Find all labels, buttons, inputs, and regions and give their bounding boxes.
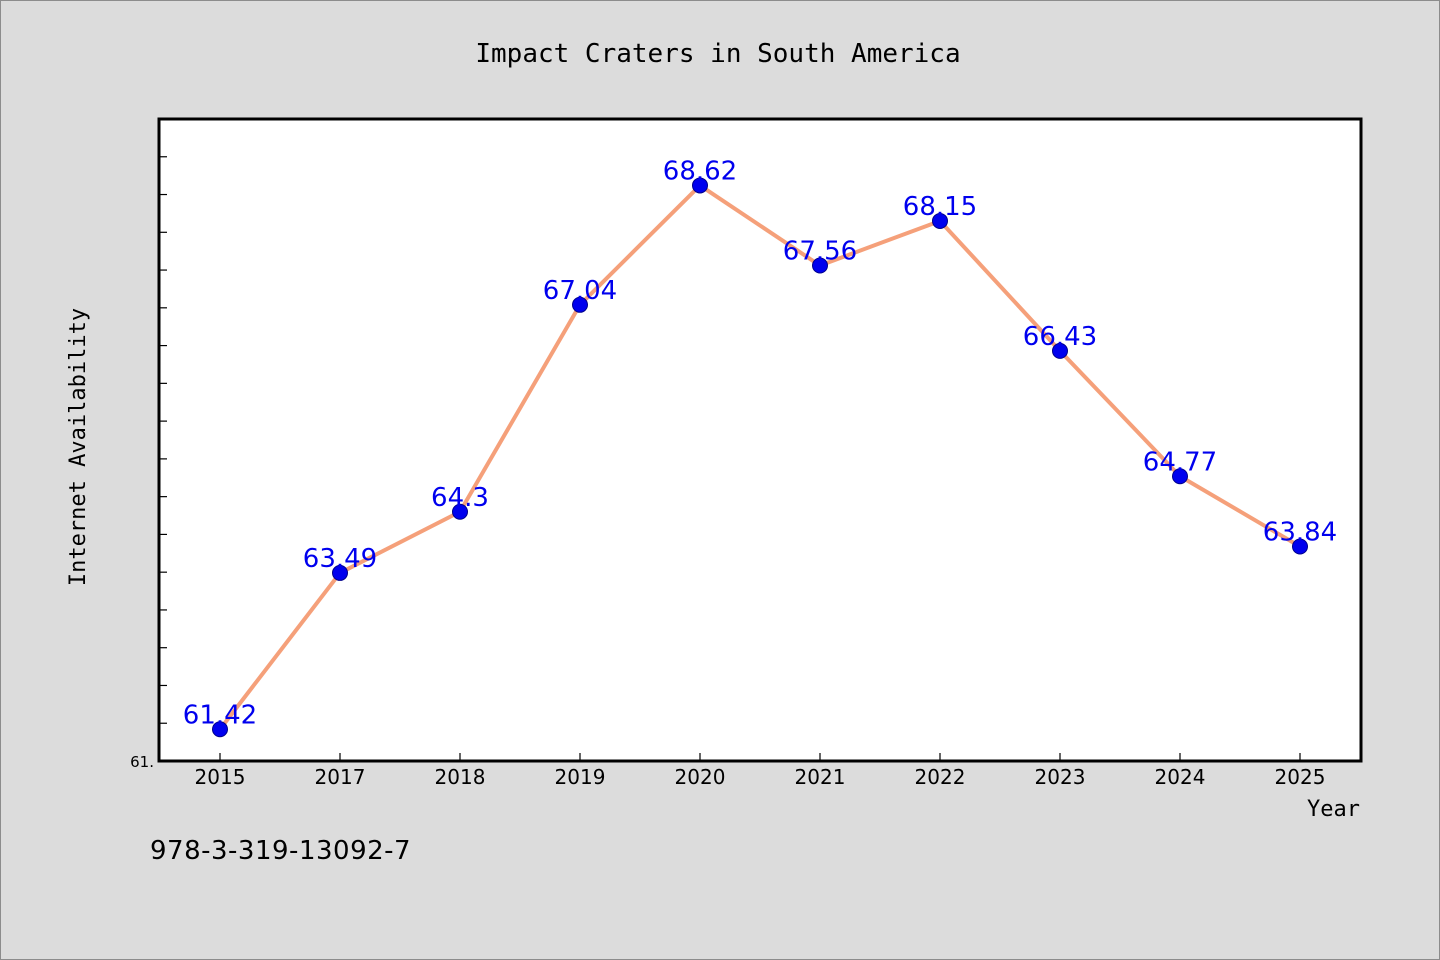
- data-markers: [212, 177, 1308, 738]
- data-label: 67.04: [543, 276, 617, 306]
- x-tick-label: 2024: [1155, 765, 1206, 789]
- data-label: 68.15: [903, 192, 977, 222]
- data-labels: 61.42 63.49 64.3 67.04 68.62 67.56 68.15 66.43 6…: [183, 156, 1337, 730]
- data-point: [332, 564, 348, 581]
- data-point: [572, 296, 588, 313]
- data-label: 66.43: [1023, 322, 1097, 352]
- y-tick-label: 61.: [130, 753, 154, 771]
- data-point: [692, 177, 708, 194]
- x-tick-label: 2023: [1035, 765, 1086, 789]
- data-point: [932, 212, 948, 229]
- series-polyline: [218, 183, 1302, 732]
- x-tick-label: 2017: [315, 765, 366, 789]
- x-axis-ticks: 2015 2017 2018 2019 2020 2021 2022 2023 2024 2025: [195, 753, 1326, 789]
- x-tick-label: 2018: [435, 765, 486, 789]
- data-point: [452, 503, 468, 520]
- data-label: 61.42: [183, 700, 257, 730]
- series-line: [218, 183, 1302, 732]
- plot-area: [157, 117, 1363, 763]
- x-tick-label: 2025: [1275, 765, 1326, 789]
- x-tick-label: 2022: [915, 765, 966, 789]
- footer-isbn-text: 978-3-319-13092-7: [150, 836, 412, 866]
- x-tick-label: 2020: [675, 765, 726, 789]
- y-axis-label: Internet Availability: [66, 308, 91, 586]
- y-axis-ticks: 61.: [130, 156, 167, 771]
- data-label: 68.62: [663, 156, 737, 186]
- x-tick-label: 2021: [795, 765, 846, 789]
- data-point: [1052, 342, 1068, 359]
- data-label: 63.49: [303, 544, 377, 574]
- data-label: 63.84: [1263, 517, 1337, 547]
- data-point: [212, 721, 228, 738]
- x-tick-label: 2019: [555, 765, 606, 789]
- data-label: 67.56: [783, 237, 857, 267]
- chart-title: Impact Craters in South America: [475, 39, 960, 69]
- x-axis-label: Year: [1307, 797, 1360, 822]
- data-point: [1172, 468, 1188, 485]
- data-point: [812, 257, 828, 274]
- data-label: 64.3: [431, 483, 489, 513]
- x-tick-label: 2015: [195, 765, 246, 789]
- data-label: 64.77: [1143, 447, 1217, 477]
- data-point: [1292, 538, 1308, 555]
